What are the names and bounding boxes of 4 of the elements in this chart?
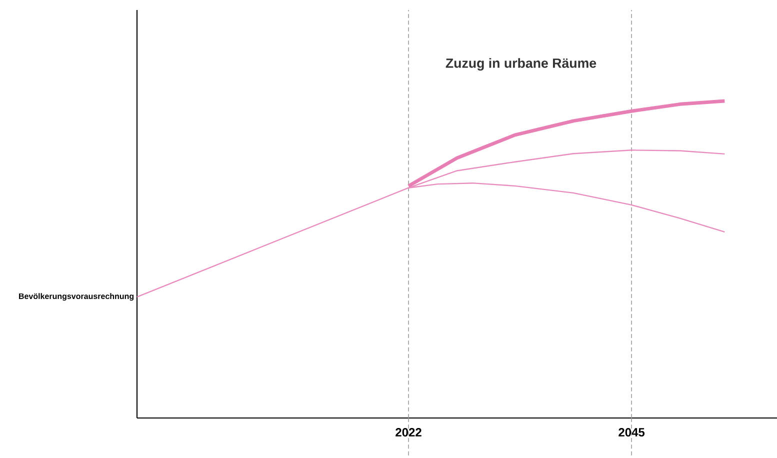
chart-title: Zuzug in urbane Räume xyxy=(446,58,596,71)
series-label: Bevölkerungsvorausrechnung xyxy=(19,293,134,301)
x-tick-label: 2022 xyxy=(396,428,422,437)
x-tick-label: 2045 xyxy=(618,428,645,437)
